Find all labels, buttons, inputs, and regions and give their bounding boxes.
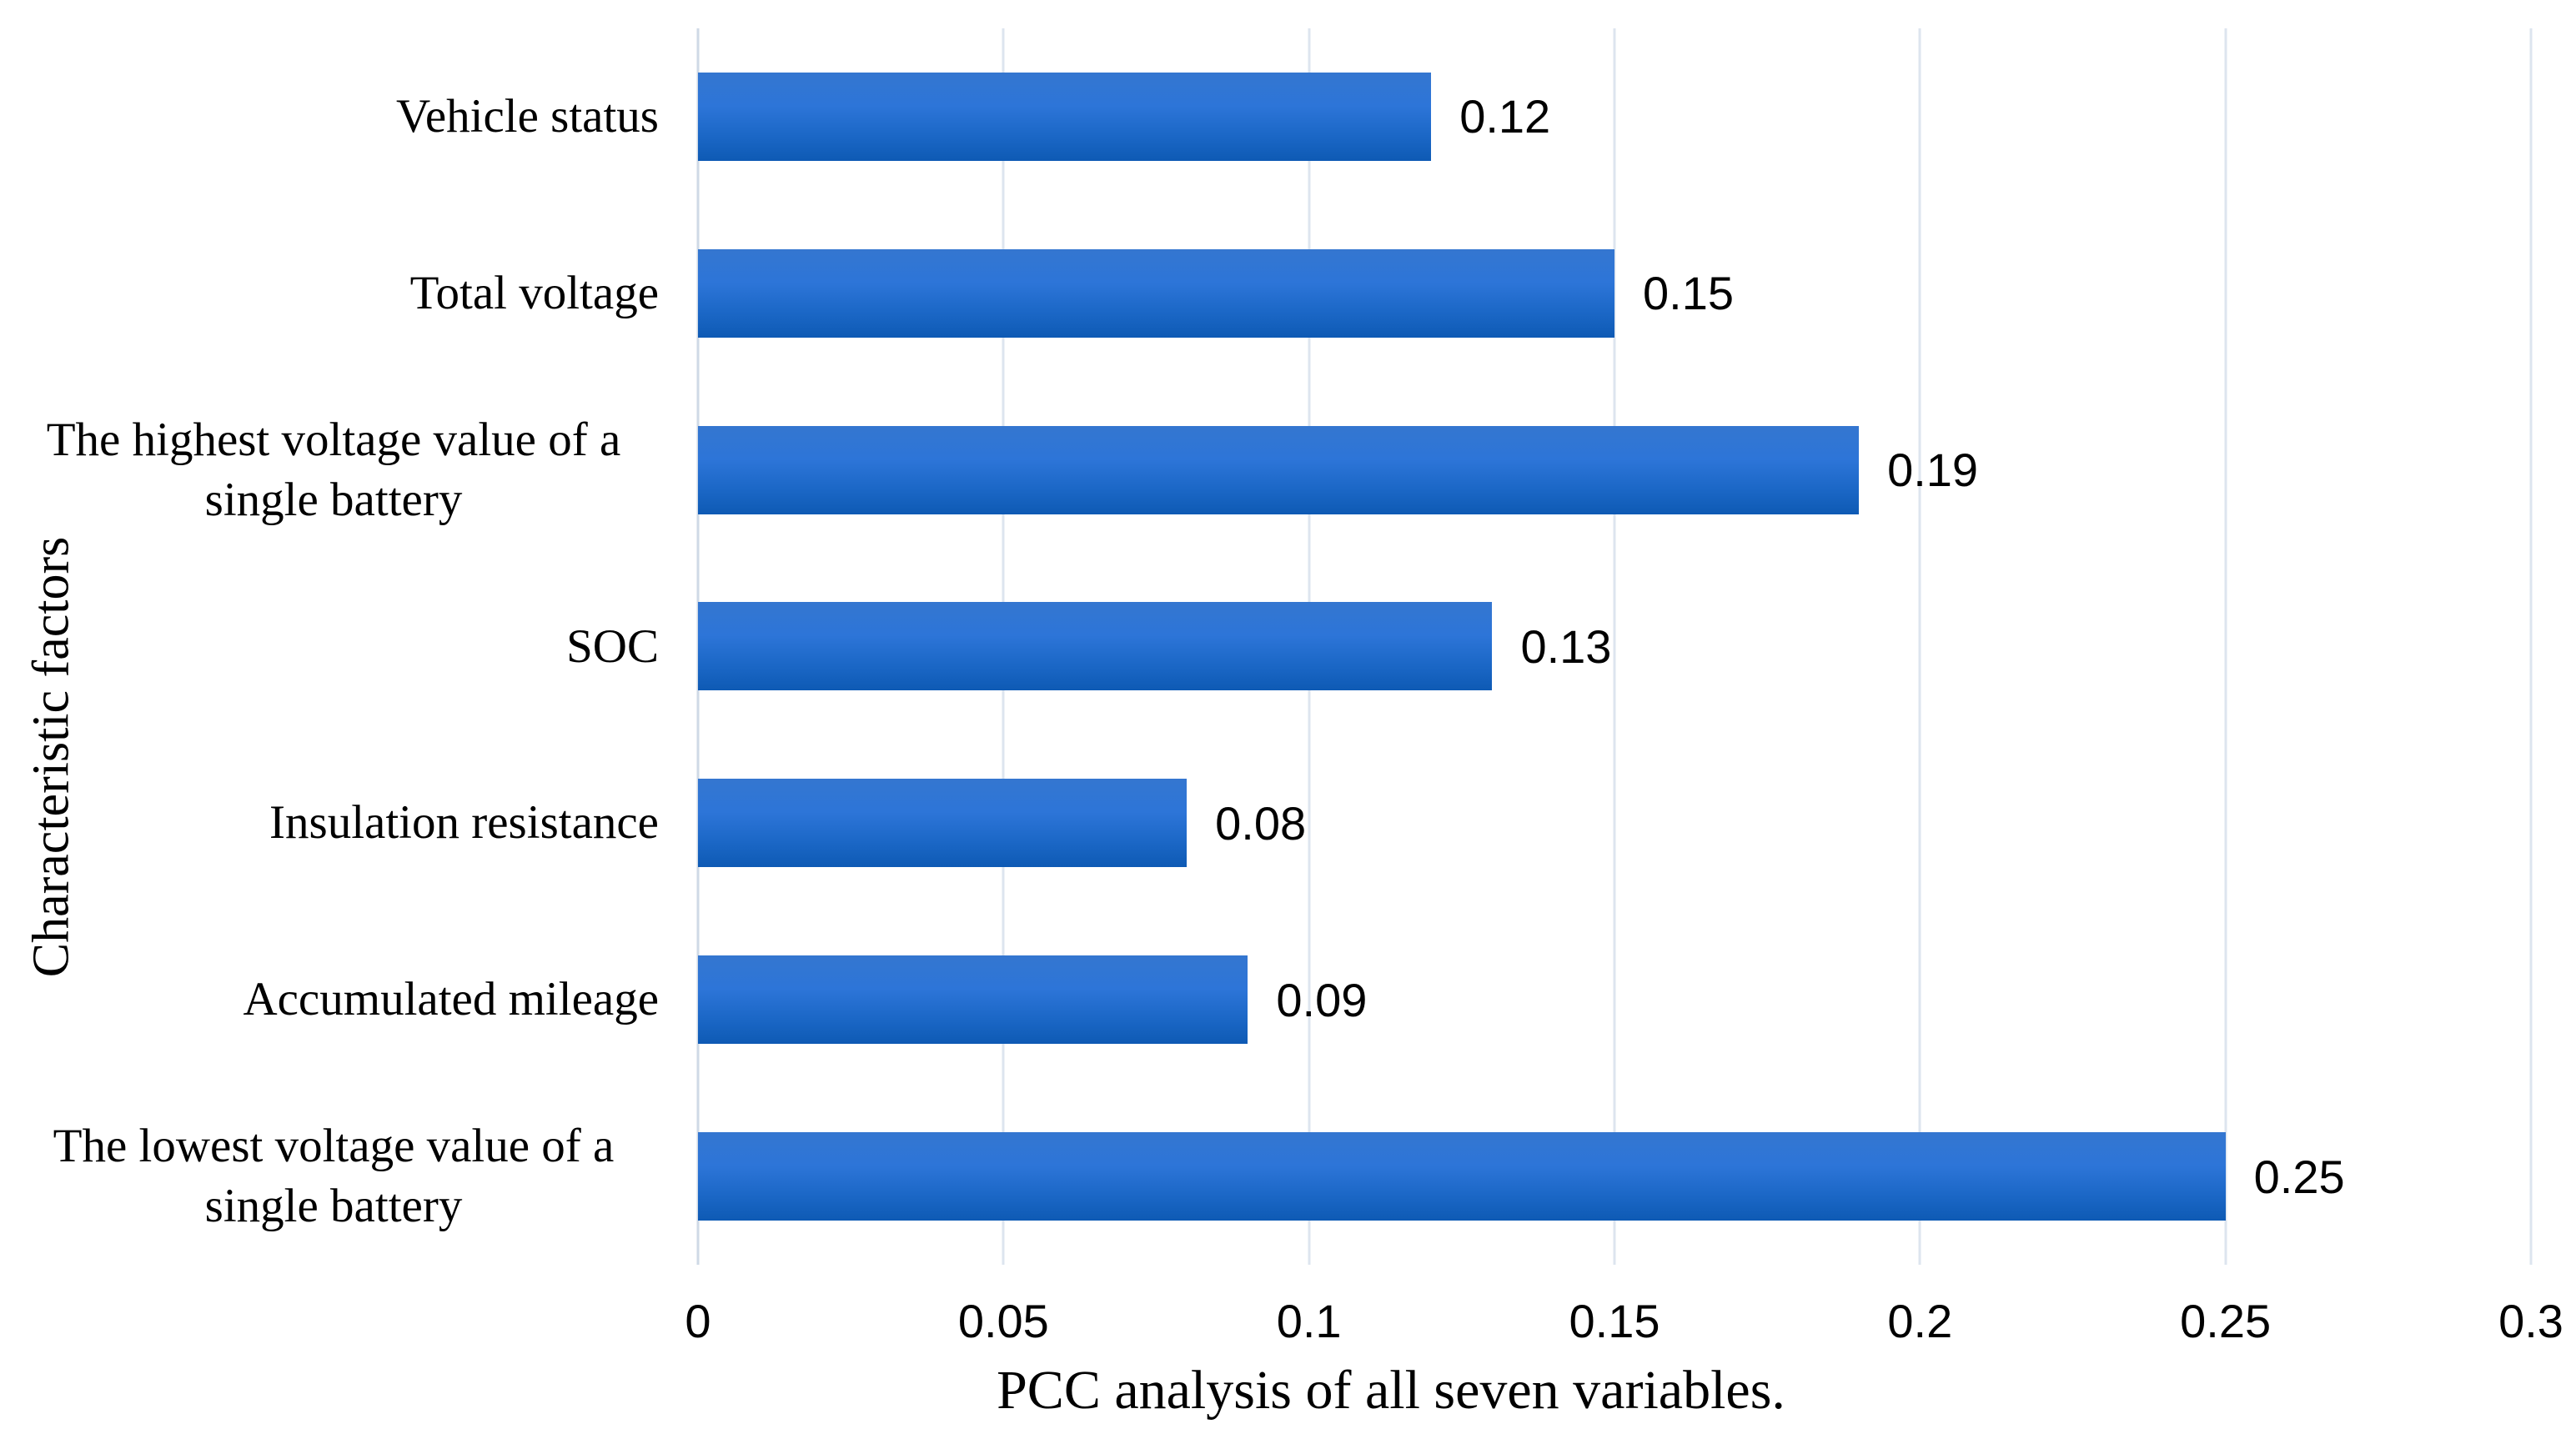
bar-value-label: 0.25 — [2253, 1150, 2345, 1203]
category-label: Insulation resistance — [269, 796, 659, 850]
bar-row: 0.25 — [698, 1088, 2531, 1265]
category-label-column: Vehicle status Total voltage The highest v… — [0, 28, 659, 1265]
category-label: Vehicle status — [395, 90, 659, 143]
gridline — [2529, 28, 2533, 1265]
x-tick-label: 0.05 — [957, 1295, 1049, 1347]
bar — [698, 955, 1248, 1045]
bar-value-label: 0.12 — [1459, 90, 1551, 143]
bar-row: 0.13 — [698, 559, 2531, 735]
category-label: The lowest voltage value of a single bat… — [53, 1120, 615, 1232]
bar-row: 0.12 — [698, 28, 2531, 205]
bar — [698, 1132, 2226, 1221]
x-tick-label: 0 — [685, 1295, 711, 1347]
bar-row: 0.08 — [698, 735, 2531, 911]
category-row: Total voltage — [0, 205, 659, 382]
bar-value-label: 0.08 — [1215, 796, 1307, 850]
bar — [698, 602, 1493, 691]
gridline — [2224, 28, 2227, 1265]
category-row: The highest voltage value of a single ba… — [0, 382, 659, 559]
plot-area: 0.12 0.15 0.19 0.13 0.08 0.09 0.25 — [696, 28, 2533, 1265]
category-label: The highest voltage value of a single ba… — [46, 413, 621, 526]
x-axis-title: PCC analysis of all seven variables. — [997, 1360, 1785, 1421]
x-tick-label: 0.25 — [2180, 1295, 2272, 1347]
category-label: SOC — [566, 619, 659, 673]
bar — [698, 248, 1614, 338]
bar — [698, 72, 1432, 161]
bar-row: 0.15 — [698, 205, 2531, 382]
gridline — [1918, 28, 1921, 1265]
category-row: Insulation resistance — [0, 735, 659, 911]
category-label: Total voltage — [409, 266, 659, 319]
bar — [698, 425, 1860, 514]
x-tick-label: 0.15 — [1569, 1295, 1660, 1347]
x-tick-label: 0.2 — [1887, 1295, 1953, 1347]
bar-value-label: 0.19 — [1887, 444, 1979, 497]
category-row: Vehicle status — [0, 28, 659, 205]
x-axis-tick-labels: 0 0.05 0.1 0.15 0.2 0.25 0.3 — [685, 1294, 2563, 1352]
bar-value-label: 0.09 — [1276, 973, 1368, 1026]
x-tick-label: 0.3 — [2498, 1295, 2563, 1347]
x-tick-label: 0.1 — [1276, 1295, 1342, 1347]
bar — [698, 779, 1188, 868]
category-row: The lowest voltage value of a single bat… — [0, 1088, 659, 1265]
category-label: Accumulated mileage — [243, 973, 659, 1026]
bar-row: 0.09 — [698, 911, 2531, 1088]
bar-value-label: 0.13 — [1520, 619, 1612, 673]
bar-value-label: 0.15 — [1643, 267, 1734, 320]
bar-row: 0.19 — [698, 382, 2531, 559]
category-row: Accumulated mileage — [0, 911, 659, 1088]
gridline — [1613, 28, 1616, 1265]
category-row: SOC — [0, 559, 659, 735]
